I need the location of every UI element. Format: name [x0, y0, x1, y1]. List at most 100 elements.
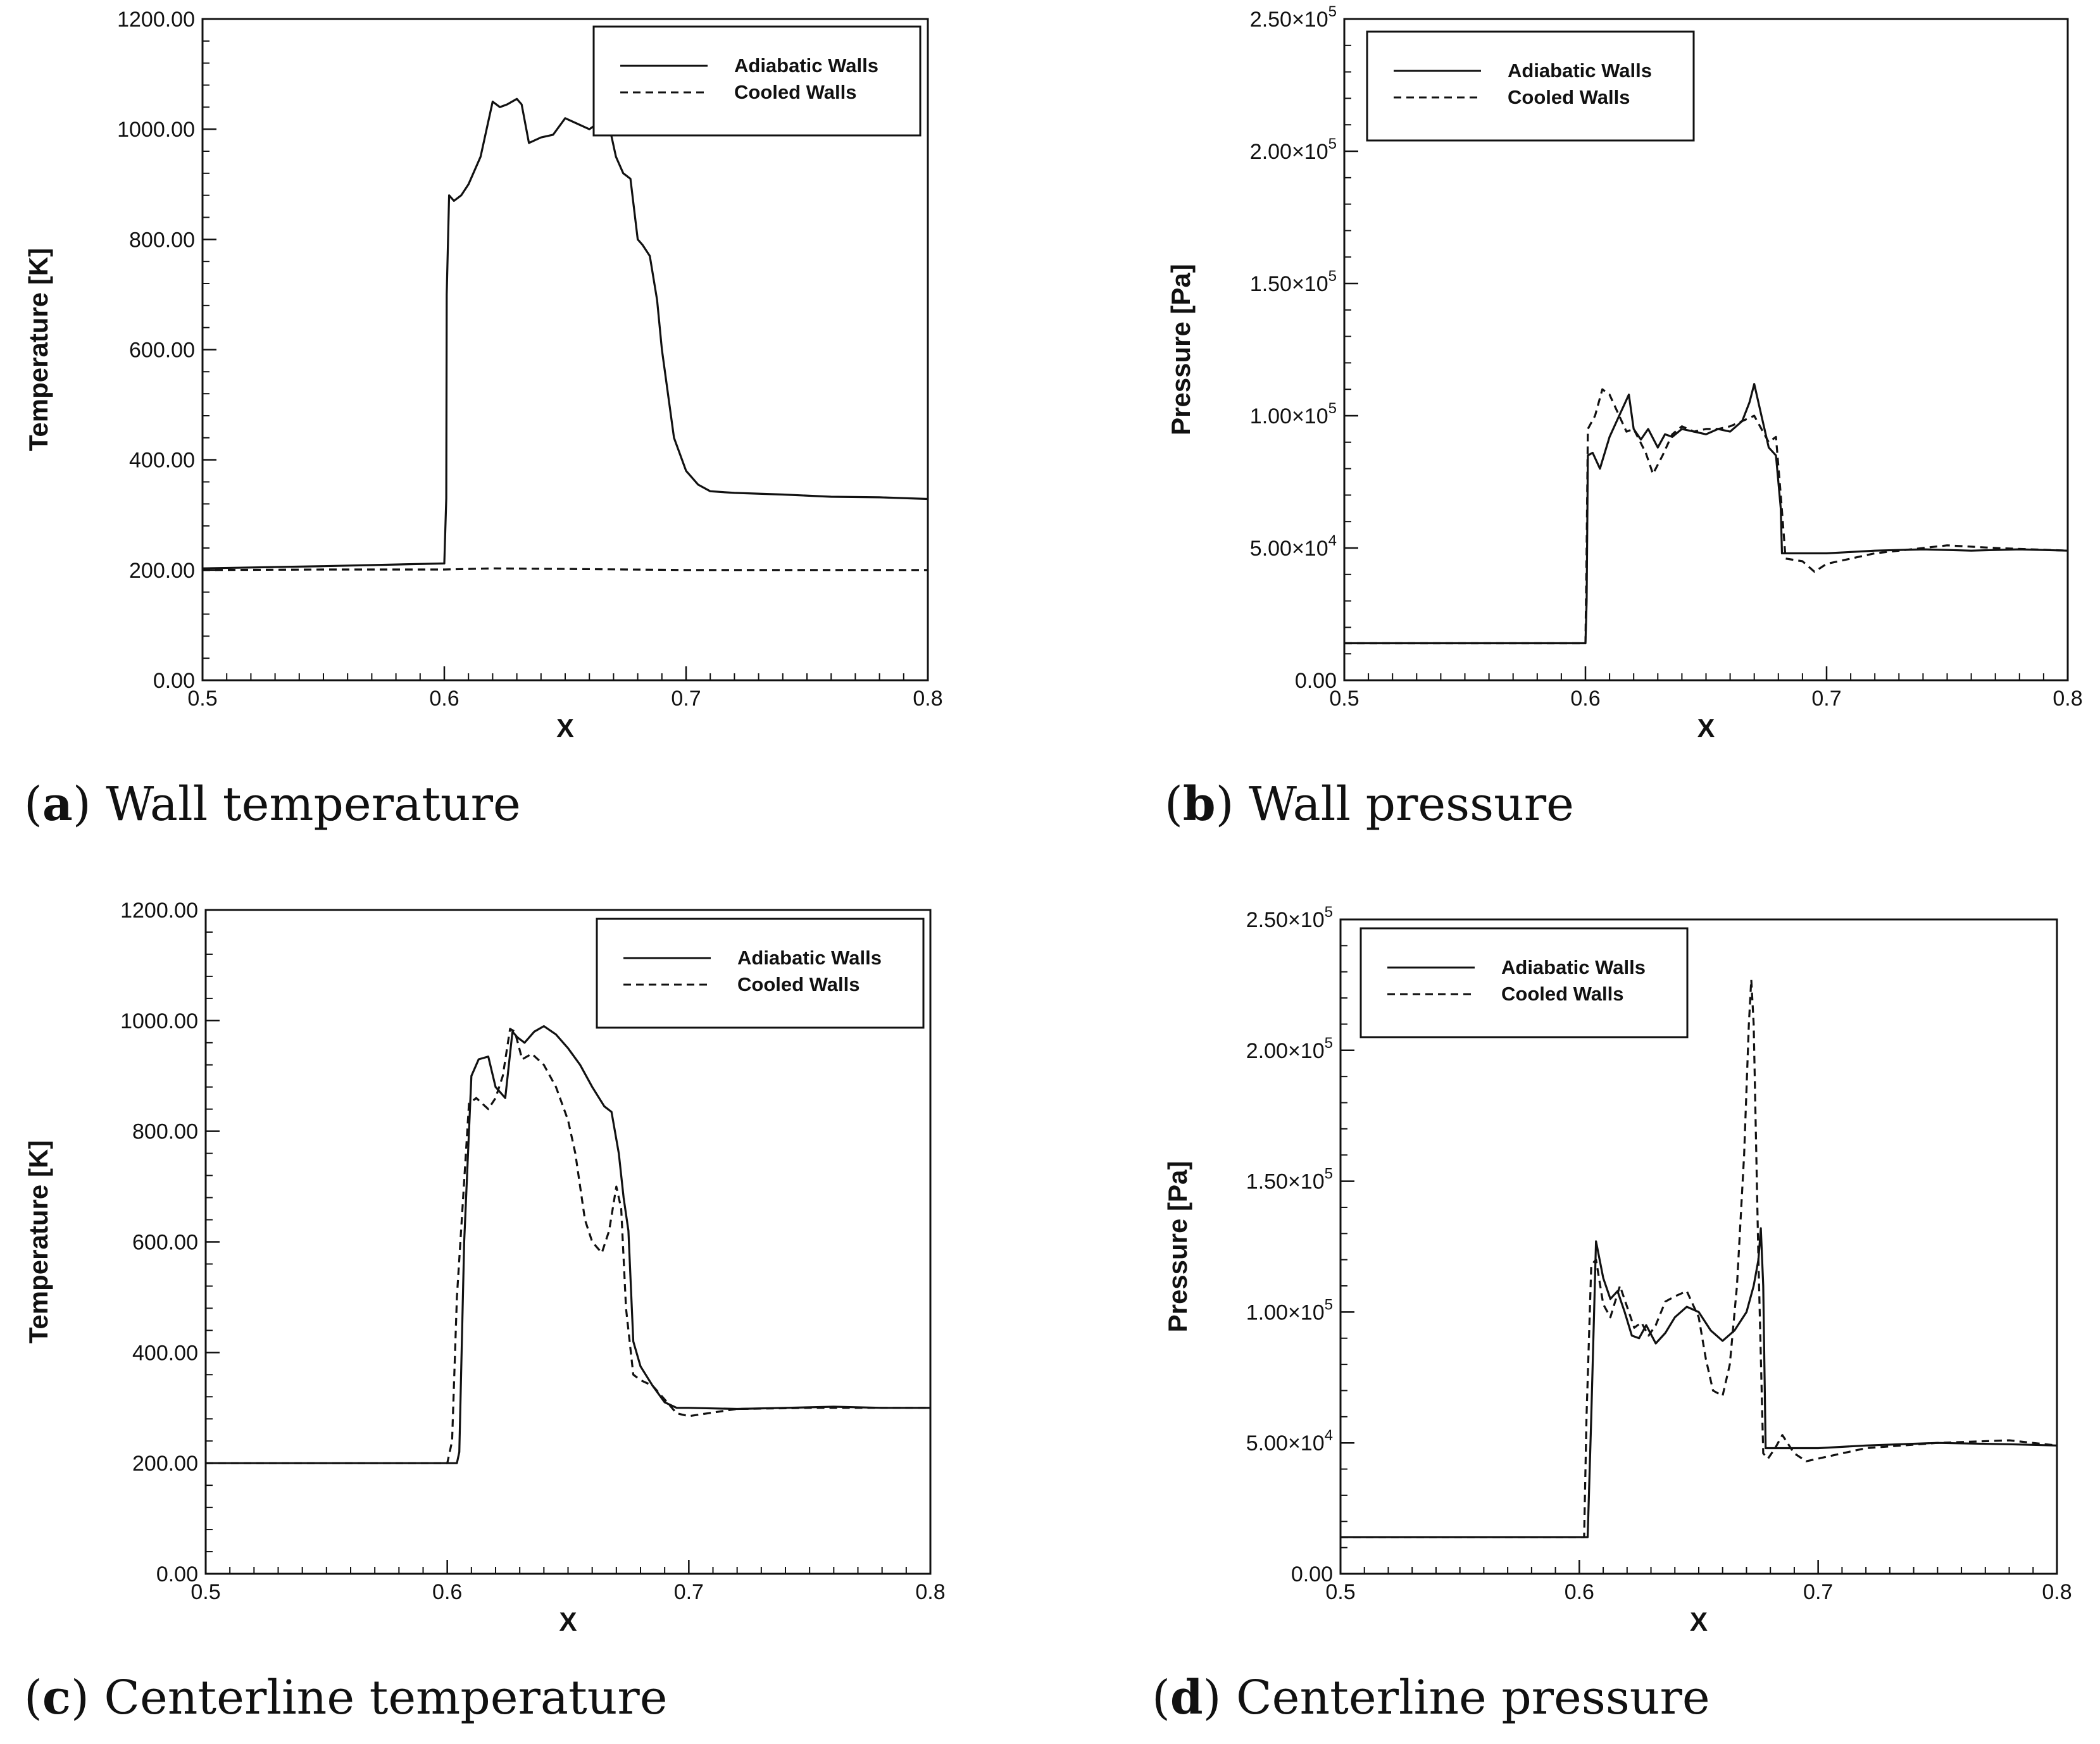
chart-c: 0.00 200.00 400.00 600.00 800.00 1000.00 1200.…	[23, 899, 946, 1636]
y-tick-exponent-b: 5	[1328, 135, 1337, 153]
y-tick-label-d: 0.00	[1291, 1562, 1333, 1586]
legend-label-a-1: Cooled Walls	[734, 81, 856, 103]
chart-b: 0.005.00×1041.00×1051.50×1052.00×1052.50…	[1166, 3, 2083, 743]
y-tick-label-d: 1.50×105	[1246, 1166, 1333, 1194]
x-axis-title-d: X	[1690, 1607, 1708, 1636]
y-tick-label-b: 2.50×105	[1250, 3, 1337, 32]
y-axis-title-d: Pressure [Pa]	[1163, 1161, 1192, 1333]
caption-a-letter: a	[42, 777, 73, 832]
legend-label-c-0: Adiabatic Walls	[737, 947, 882, 969]
y-tick-exponent-d: 5	[1325, 904, 1333, 921]
x-tick-label-b: 0.8	[2053, 687, 2082, 711]
x-tick-label-c: 0.8	[915, 1580, 945, 1604]
y-tick-label-c: 800.00	[132, 1120, 198, 1144]
x-tick-label-b: 0.7	[1811, 687, 1841, 711]
y-tick-label-d: 2.00×105	[1246, 1035, 1333, 1063]
legend-label-d-1: Cooled Walls	[1501, 983, 1623, 1005]
y-tick-exponent-b: 5	[1328, 268, 1337, 285]
series-line-c-adiabatic	[206, 1025, 930, 1464]
x-tick-label-d: 0.8	[2042, 1580, 2072, 1604]
y-axis-title-c: Temperature [K]	[23, 1140, 53, 1343]
x-axis-title-c: X	[559, 1607, 577, 1636]
y-tick-label-d: 2.50×105	[1246, 904, 1333, 932]
legend-label-b-1: Cooled Walls	[1508, 86, 1630, 108]
y-tick-exponent-b: 4	[1328, 532, 1337, 549]
y-tick-mantissa-d: 2.50×10	[1246, 908, 1325, 932]
y-tick-mantissa-d: 1.00×10	[1246, 1300, 1325, 1324]
x-tick-label-c: 0.6	[432, 1580, 462, 1604]
y-axis-title-b: Pressure [Pa]	[1166, 264, 1196, 435]
series-line-a-adiabatic	[203, 97, 928, 570]
y-tick-mantissa-b: 5.00×10	[1250, 537, 1328, 561]
legend-label-b-0: Adiabatic Walls	[1508, 59, 1652, 82]
y-tick-exponent-d: 5	[1325, 1296, 1333, 1313]
y-tick-mantissa-b: 0.00	[1295, 669, 1337, 693]
legend-box-c	[596, 918, 925, 1029]
y-tick-label-b: 5.00×104	[1250, 532, 1337, 561]
y-tick-label-c: 0.00	[156, 1562, 198, 1586]
y-tick-label-c: 400.00	[132, 1341, 198, 1365]
y-tick-label-b: 1.50×105	[1250, 268, 1337, 296]
y-tick-label-c: 600.00	[132, 1231, 198, 1255]
x-tick-label-d: 0.5	[1325, 1580, 1355, 1604]
series-line-d-cooled	[1341, 978, 2057, 1538]
x-tick-label-a: 0.8	[913, 687, 942, 711]
y-tick-mantissa-b: 1.50×10	[1250, 272, 1328, 296]
x-tick-label-c: 0.5	[191, 1580, 220, 1604]
caption-b-letter: b	[1182, 777, 1216, 832]
y-tick-mantissa-d: 2.00×10	[1246, 1039, 1325, 1063]
y-tick-label-d: 5.00×104	[1246, 1427, 1333, 1455]
legend-label-d-0: Adiabatic Walls	[1501, 956, 1646, 978]
x-axis-title-a: X	[556, 713, 574, 743]
caption-c: (c) Centerline temperature	[24, 1671, 668, 1725]
caption-c-text: Centerline temperature	[104, 1671, 668, 1725]
y-tick-mantissa-b: 2.50×10	[1250, 8, 1328, 32]
caption-a: (a) Wall temperature	[24, 777, 521, 832]
series-line-b-cooled	[1344, 388, 2068, 645]
y-tick-mantissa-b: 2.00×10	[1250, 140, 1328, 164]
y-tick-label-b: 2.00×105	[1250, 135, 1337, 164]
caption-b-text: Wall pressure	[1249, 777, 1574, 832]
y-tick-exponent-b: 5	[1328, 3, 1337, 20]
legend-box-a	[592, 25, 922, 137]
y-tick-label-b: 0.00	[1295, 669, 1337, 693]
x-tick-label-a: 0.6	[429, 687, 459, 711]
caption-d-letter: d	[1170, 1671, 1203, 1725]
x-tick-label-a: 0.5	[187, 687, 217, 711]
y-tick-mantissa-d: 5.00×10	[1246, 1431, 1325, 1455]
y-tick-label-b: 1.00×105	[1250, 400, 1337, 428]
caption-b: (b) Wall pressure	[1165, 777, 1574, 832]
y-tick-mantissa-b: 1.00×10	[1250, 404, 1328, 428]
y-tick-exponent-d: 5	[1325, 1035, 1333, 1052]
series-line-c-cooled	[206, 1028, 930, 1464]
x-tick-label-d: 0.7	[1803, 1580, 1833, 1604]
y-tick-label-a: 1000.00	[117, 118, 195, 142]
y-tick-label-d: 1.00×105	[1246, 1296, 1333, 1324]
y-tick-exponent-b: 5	[1328, 400, 1337, 417]
series-line-d-adiabatic	[1341, 1227, 2057, 1538]
y-tick-label-c: 1000.00	[120, 1009, 198, 1033]
y-tick-mantissa-d: 0.00	[1291, 1562, 1333, 1586]
chart-a: 0.00 200.00 400.00 600.00 800.00 1000.00 1200.…	[23, 8, 943, 743]
y-tick-exponent-d: 4	[1325, 1427, 1333, 1444]
caption-a-text: Wall temperature	[106, 777, 521, 832]
x-tick-label-a: 0.7	[671, 687, 701, 711]
y-tick-mantissa-d: 1.50×10	[1246, 1170, 1325, 1194]
y-tick-label-a: 400.00	[129, 449, 195, 473]
legend-label-c-1: Cooled Walls	[737, 973, 859, 995]
y-tick-label-a: 0.00	[153, 669, 195, 693]
legend-label-a-0: Adiabatic Walls	[734, 54, 878, 77]
x-tick-label-c: 0.7	[674, 1580, 704, 1604]
x-axis-title-b: X	[1697, 713, 1715, 743]
legend-box-d	[1359, 927, 1689, 1038]
caption-d-text: Centerline pressure	[1236, 1671, 1710, 1725]
series-line-b-adiabatic	[1344, 383, 2068, 645]
x-tick-label-b: 0.5	[1329, 687, 1359, 711]
caption-c-letter: c	[42, 1671, 71, 1725]
x-tick-label-d: 0.6	[1565, 1580, 1594, 1604]
y-tick-label-c: 200.00	[132, 1452, 198, 1476]
y-tick-label-c: 1200.00	[120, 899, 198, 923]
series-line-a-cooled	[203, 567, 928, 571]
